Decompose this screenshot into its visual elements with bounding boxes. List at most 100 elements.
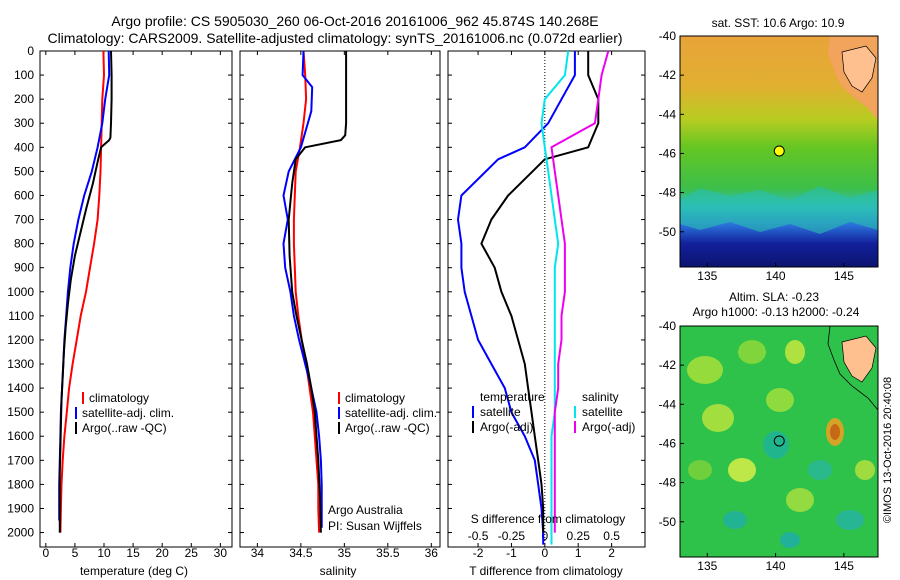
map-x-tick-label: 135: [697, 559, 717, 573]
depth-tick-label: 100: [14, 68, 34, 82]
map-y-tick-label: -48: [659, 186, 677, 200]
map-y-tick-label: -42: [659, 358, 677, 372]
temperature-panel: 0100200300400500600700800900100011001200…: [7, 44, 645, 578]
sla-anomaly-low: [808, 460, 832, 480]
difference-panel: -2 -1 0 1 2 -0.5 -0.25 0 0.25 0.5 S difference fr…: [447, 50, 646, 578]
depth-tick-label: 300: [14, 116, 34, 130]
legend-label-climatology: climatology: [89, 391, 149, 405]
sla-anomaly-high: [688, 460, 712, 480]
depth-tick-label: 400: [14, 140, 34, 154]
sla-anomaly-high: [786, 488, 814, 512]
map-y-tick-label: -50: [659, 515, 677, 529]
series-line-satellite: [457, 51, 576, 545]
x-tick-label: 1: [575, 546, 582, 560]
t-difference-xlabel: T difference from climatology: [469, 564, 623, 578]
salinity-difference-legend: salinity satellite Argo(-adj): [574, 390, 635, 434]
depth-tick-label: 1700: [7, 453, 34, 467]
s-tick-label: 0.5: [603, 529, 620, 543]
depth-tick-label: 900: [14, 261, 34, 275]
map-x-tick-label: 140: [766, 269, 786, 283]
x-tick-label: 25: [185, 546, 199, 560]
s-tick-label: 0.25: [567, 529, 591, 543]
legend-label-temp-argo: Argo(-adj): [480, 420, 533, 434]
series-line-satellite: [282, 50, 323, 528]
legend-label-argo: Argo(..raw -QC): [82, 421, 167, 435]
x-tick-label: 2: [608, 546, 615, 560]
sst-map: sat. SST: 10.6 Argo: 10.9 135 140 145 -40 -4…: [659, 16, 879, 283]
argo-float-marker: [773, 435, 785, 447]
depth-tick-label: 1300: [7, 357, 34, 371]
legend-label-temp-satellite: satellite: [480, 405, 521, 419]
sst-map-ticks: 135 140 145 -40 -42 -44 -46 -48 -50: [659, 29, 855, 283]
map-x-tick-label: 140: [766, 559, 786, 573]
sla-anomaly-high: [785, 340, 805, 364]
depth-tick-label: 1600: [7, 429, 34, 443]
tasmania: [841, 335, 877, 383]
map-y-tick-label: -40: [659, 29, 677, 43]
s-tick-label: -0.5: [468, 529, 489, 543]
depth-tick-label: 1000: [7, 285, 34, 299]
sla-map-frame: [679, 325, 879, 558]
depth-tick-label: 1500: [7, 405, 34, 419]
mainland-coast-outline: [827, 326, 878, 411]
map-x-tick-label: 135: [697, 269, 717, 283]
sst-map-frame: [679, 35, 879, 268]
series-line-sal_satellite: [540, 50, 570, 545]
s-tick-label: -0.25: [498, 529, 526, 543]
map-y-tick-label: -50: [659, 225, 677, 239]
temperature-xlabel: temperature (deg C): [80, 564, 188, 578]
x-tick-label: 30: [214, 546, 228, 560]
depth-tick-label: 1900: [7, 501, 34, 515]
temperature-axes-frame: [39, 50, 233, 548]
imos-credit: ©IMOS 13-Oct-2016 20:40:08: [882, 377, 894, 523]
map-y-tick-label: -46: [659, 146, 677, 160]
sla-anomaly-high: [738, 340, 766, 364]
series-line-argo: [58, 50, 113, 533]
map-x-tick-label: 145: [834, 559, 854, 573]
x-tick-label: 34: [251, 546, 265, 560]
sla-anomaly-low: [723, 511, 747, 529]
credit-argo-australia: Argo Australia: [328, 503, 403, 517]
legend-title-salinity: salinity: [582, 390, 619, 404]
map-y-tick-label: -40: [659, 319, 677, 333]
sla-anomaly-high: [766, 388, 794, 412]
legend-label-satellite: satellite-adj. clim.: [345, 406, 437, 420]
depth-tick-label: 500: [14, 164, 34, 178]
series-line-argo: [287, 51, 348, 533]
legend-title-temperature: temperature: [480, 390, 545, 404]
salinity-xlabel: salinity: [320, 564, 357, 578]
x-tick-label: 0: [541, 546, 548, 560]
sla-map: Altim. SLA: -0.23 Argo h1000: -0.13 h200…: [659, 290, 879, 573]
salinity-axes-frame: [239, 50, 441, 548]
depth-ticks: 0 100 200 300 400 500 600 700 800 900 1000 1100 1200…: [7, 44, 645, 540]
salinity-legend: climatology satellite-adj. clim. Argo(..…: [338, 391, 437, 435]
sla-anomaly-low: [836, 510, 864, 530]
difference-axes-frame: [447, 50, 646, 548]
header-line-2: Climatology: CARS2009. Satellite-adjuste…: [47, 30, 622, 46]
legend-label-satellite: satellite-adj. clim.: [82, 406, 174, 420]
temperature-series: [58, 50, 113, 533]
header-line-1: Argo profile: CS 5905030_260 06-Oct-2016…: [111, 13, 598, 29]
map-y-tick-label: -48: [659, 476, 677, 490]
depth-tick-label: 800: [14, 237, 34, 251]
argo-float-marker: [773, 145, 785, 157]
sla-anomaly-peak-core: [830, 424, 840, 440]
legend-label-climatology: climatology: [345, 391, 405, 405]
legend-label-argo: Argo(..raw -QC): [345, 421, 430, 435]
x-tick-label: 34.5: [289, 546, 313, 560]
map-x-tick-label: 145: [834, 269, 854, 283]
x-tick-label: 35: [338, 546, 352, 560]
depth-tick-label: 2000: [7, 526, 34, 540]
temperature-legend: climatology satellite-adj. clim. Argo(..…: [75, 391, 174, 435]
x-tick-label: -2: [473, 546, 484, 560]
difference-series: [457, 50, 610, 545]
x-tick-label: 15: [126, 546, 140, 560]
sla-anomaly-high: [687, 356, 723, 384]
tasmania: [841, 45, 877, 93]
sla-map-ticks: 135 140 145 -40 -42 -44 -46 -48 -50: [659, 319, 855, 573]
depth-tick-label: 1100: [8, 309, 34, 323]
map-y-tick-label: -44: [659, 397, 677, 411]
difference-x-ticks: -2 -1 0 1 2 -0.5 -0.25 0 0.25 0.5: [468, 51, 620, 560]
depth-tick-label: 700: [14, 213, 34, 227]
